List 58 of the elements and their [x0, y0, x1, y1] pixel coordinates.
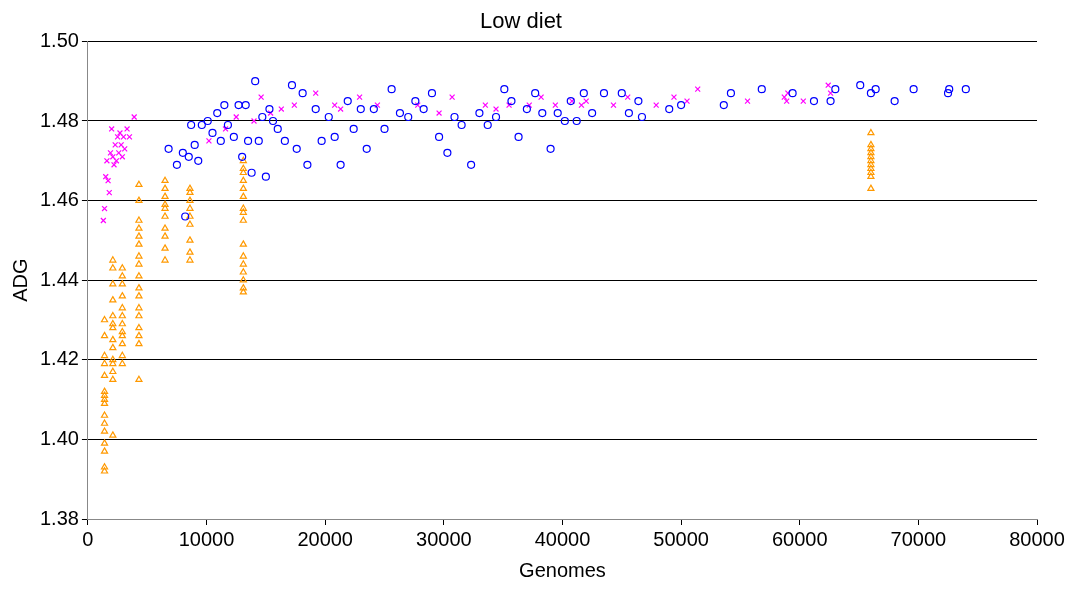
point [781, 94, 788, 101]
point [331, 102, 338, 109]
x-tick-label: 70000 [890, 527, 947, 550]
y-tick-label: 1.44 [39, 267, 79, 290]
point [670, 94, 678, 101]
y-tick-label: 1.38 [39, 506, 79, 529]
x-tick-label: 0 [82, 527, 94, 550]
x-tick-label: 60000 [771, 527, 828, 550]
point [552, 102, 559, 109]
point [100, 217, 107, 224]
point [222, 125, 229, 133]
x-axis-title: Genomes [519, 558, 606, 581]
point [103, 157, 110, 164]
point [278, 105, 285, 113]
y-tick-label: 1.42 [39, 347, 79, 370]
x-tick-label: 10000 [178, 527, 235, 550]
point [121, 145, 128, 152]
point [106, 189, 113, 196]
point [683, 98, 691, 105]
point [526, 102, 533, 109]
point [827, 90, 834, 97]
point [291, 102, 298, 109]
x-tick-label: 50000 [653, 527, 709, 550]
point [112, 141, 119, 148]
point [233, 113, 240, 121]
point [744, 98, 751, 105]
point [482, 102, 489, 109]
point [624, 94, 631, 101]
point [337, 105, 344, 113]
x-tick-label: 20000 [297, 527, 354, 550]
point [119, 153, 126, 160]
point [356, 94, 363, 101]
point [610, 102, 617, 109]
y-tick-label: 1.40 [39, 426, 79, 449]
point [126, 133, 133, 140]
point [131, 113, 138, 121]
point [578, 102, 585, 109]
x-tick-label: 30000 [416, 527, 472, 550]
point [783, 98, 790, 105]
y-tick-label: 1.50 [39, 28, 79, 51]
y-axis-title: ADG [8, 258, 31, 302]
y-tick-label: 1.48 [39, 108, 79, 131]
point [105, 177, 112, 184]
point [113, 157, 120, 164]
y-tick-label: 1.46 [39, 188, 79, 211]
point [120, 133, 127, 140]
x-tick-label: 40000 [534, 527, 591, 550]
point [107, 149, 114, 156]
point [374, 102, 381, 109]
point [312, 90, 319, 97]
point [653, 102, 660, 109]
point [110, 161, 118, 168]
point [800, 98, 807, 105]
point [114, 133, 121, 140]
chart-title: Low diet [480, 8, 562, 34]
point [108, 125, 115, 133]
point [694, 86, 701, 93]
x-tick-label: 80000 [1009, 527, 1065, 550]
